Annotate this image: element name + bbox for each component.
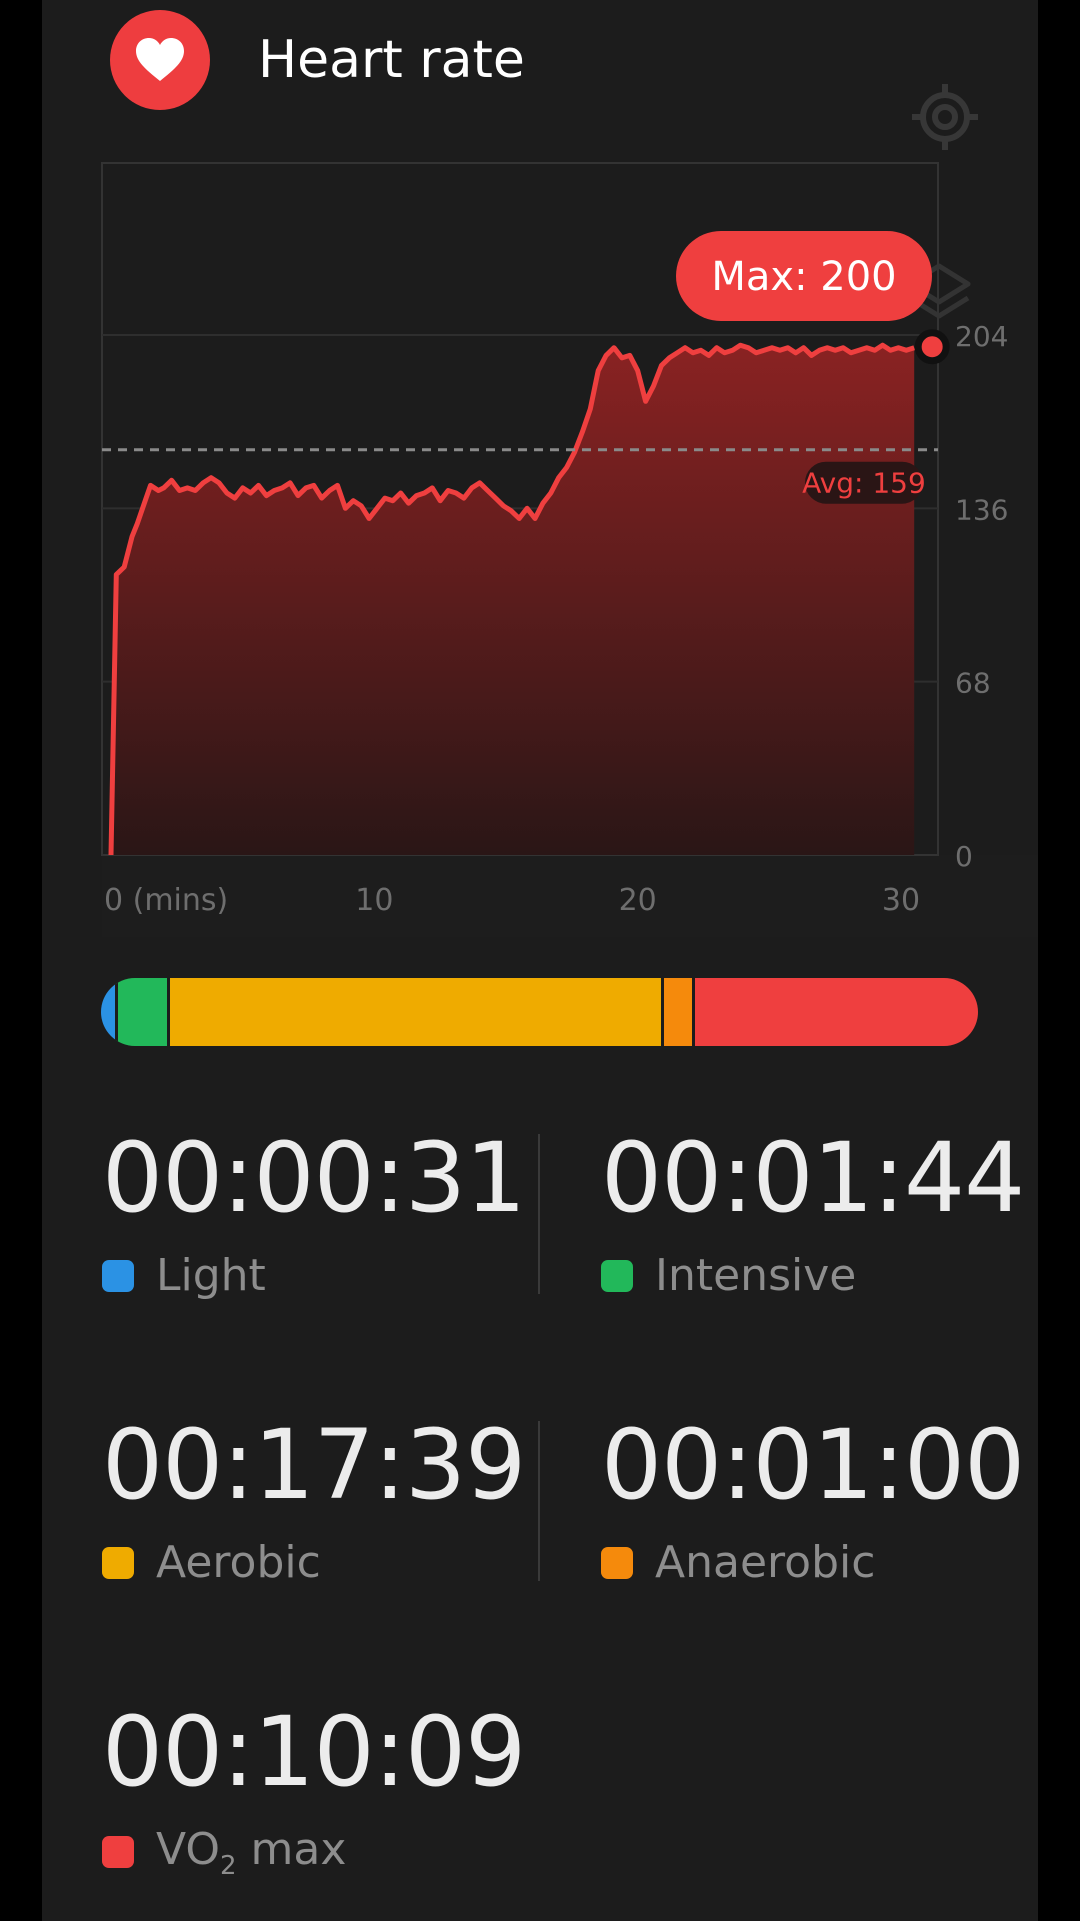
zone-time: 00:01:00 (601, 1409, 1025, 1521)
zone-name: Aerobic (156, 1537, 321, 1588)
heart-icon (136, 38, 184, 81)
zone-segment (115, 978, 167, 1046)
average-label: Avg: 159 (802, 467, 926, 500)
zone-stat-vo2max: 00:10:09 VO2 max (102, 1696, 526, 1881)
zone-name: Intensive (655, 1250, 857, 1301)
zone-stat-anaerobic: 00:01:00 Anaerobic (601, 1409, 1025, 1588)
average-badge: Avg: 159 (802, 461, 926, 504)
max-point (914, 329, 950, 365)
zone-stat-aerobic: 00:17:39 Aerobic (102, 1409, 526, 1588)
x-tick-label: 30 (882, 883, 920, 918)
heart-rate-area (111, 345, 915, 855)
zone-stat-light: 00:00:31 Light (102, 1122, 526, 1301)
zone-name-prefix: VO (156, 1824, 220, 1875)
zone-name: VO2 max (156, 1824, 346, 1881)
zone-name-suffix: max (236, 1824, 347, 1875)
zone-name: Light (156, 1250, 266, 1301)
zone-segment (166, 978, 662, 1046)
y-tick-label: 136 (955, 493, 1008, 526)
stats-divider-2 (538, 1421, 540, 1581)
x-tick-label: 10 (355, 883, 393, 918)
zone-name-subscript: 2 (219, 1850, 237, 1881)
zone-time: 00:17:39 (102, 1409, 526, 1521)
y-tick-label: 0 (955, 840, 973, 873)
zone-stat-intensive: 00:01:44 Intensive (601, 1122, 1025, 1301)
max-badge: Max: 200 (676, 231, 932, 321)
zone-color-dot (102, 1259, 134, 1292)
heart-badge (110, 10, 210, 110)
zone-distribution-bar (101, 978, 978, 1046)
heart-rate-chart: Avg: 159 Max: 200 0 68 136 204 0 (mins) 10 20… (101, 162, 1038, 937)
max-label: Max: 200 (711, 254, 896, 300)
zone-color-dot (601, 1546, 633, 1579)
header: Heart rate (110, 10, 810, 112)
zone-time: 00:00:31 (102, 1122, 526, 1234)
stats-divider-1 (538, 1134, 540, 1294)
zone-segment (101, 978, 116, 1046)
x-tick-label: 20 (619, 883, 657, 918)
y-tick-label: 204 (955, 320, 1008, 353)
zone-time: 00:10:09 (102, 1696, 526, 1808)
zone-segment (661, 978, 693, 1046)
zone-color-dot (601, 1259, 633, 1292)
zone-color-dot (102, 1836, 134, 1869)
zone-time: 00:01:44 (601, 1122, 1025, 1234)
zone-name: Anaerobic (655, 1537, 876, 1588)
zone-segment (692, 978, 978, 1046)
chart-bottom-band (102, 855, 1038, 937)
heart-rate-line (108, 342, 915, 856)
x-tick-label: 0 (mins) (104, 883, 228, 918)
y-tick-label: 68 (955, 667, 991, 700)
page-title: Heart rate (258, 30, 525, 90)
zone-color-dot (102, 1546, 134, 1579)
target-settings-icon[interactable] (908, 80, 982, 154)
